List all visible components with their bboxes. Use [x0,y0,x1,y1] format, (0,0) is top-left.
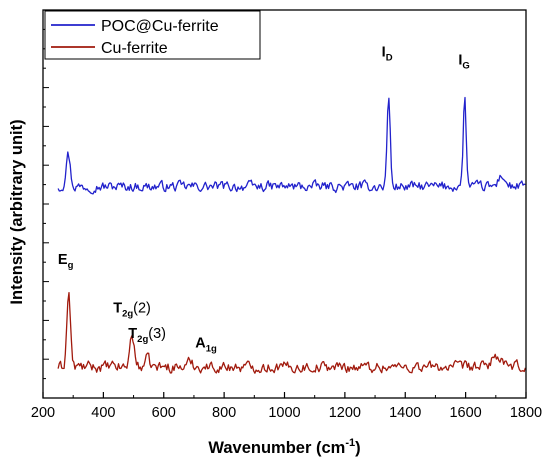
peak-label: A1g [195,336,217,355]
peak-label-main: I [458,52,462,68]
legend: POC@Cu-ferrite Cu-ferrite [44,10,261,60]
peak-label-suffix: (2) [133,301,151,317]
peak-label: Eg [58,252,74,271]
peak-label: T2g(2) [113,301,151,320]
peak-label-main: T [128,326,137,342]
peak-label: ID [382,45,393,64]
x-tick-label: 400 [91,405,115,421]
peak-label-sub: 2g [122,309,133,320]
legend-label: POC@Cu-ferrite [101,18,219,35]
x-tick-label: 600 [152,405,176,421]
peak-label-suffix: (3) [148,326,166,342]
legend-label: Cu-ferrite [101,40,168,57]
x-tick-label: 1000 [268,405,300,421]
x-tick-label: 1400 [389,405,421,421]
peak-label-sub: D [386,53,393,64]
x-axis-label-main: Wavenumber (cm [208,439,345,457]
peak-label: IG [458,52,469,71]
series-line-2 [57,291,527,374]
peak-label: T2g(3) [128,326,166,345]
legend-box [44,10,261,60]
x-axis-label: Wavenumber (cm-1) [208,437,360,457]
peak-label-sub: G [462,60,469,71]
peak-label-main: T [113,301,122,317]
peak-label-main: I [382,45,386,61]
peak-label-sub: 1g [206,344,217,355]
y-axis-label: Intensity (arbitrary unit) [8,119,26,304]
series-layer [57,96,527,374]
peak-label-main: A [195,336,206,352]
x-tick-label: 1600 [449,405,481,421]
x-tick-label: 200 [31,405,55,421]
series-line-1 [57,96,526,195]
x-tick-label: 1800 [510,405,542,421]
x-tick-label: 1200 [329,405,361,421]
peak-label-sub: 2g [137,334,148,345]
x-tick-labels: 200 400 600 800 1000 1200 1400 1600 1800 [31,405,542,421]
x-axis-ticks [42,28,527,398]
x-axis-label-end: ) [355,439,361,457]
x-axis-label-sup: -1 [345,437,355,449]
peak-label-sub: g [68,260,74,271]
peak-label-main: E [58,252,68,268]
x-tick-label: 800 [212,405,236,421]
